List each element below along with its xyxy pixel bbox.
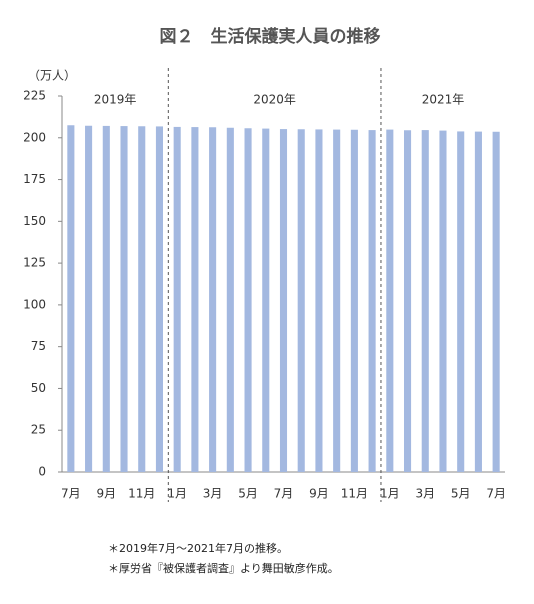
x-tick-label: 1月 (380, 487, 400, 501)
note: ＊厚労省『被保護者調査』より舞田敏彦作成。 (108, 561, 339, 575)
bar (155, 126, 164, 473)
bar (315, 129, 323, 472)
y-tick-label: 175 (23, 172, 46, 186)
chart-title: 図２ 生活保護実人員の推移 (160, 26, 381, 47)
x-tick-label: 1月 (167, 487, 187, 501)
x-tick-label: 11月 (341, 487, 368, 501)
bar (85, 125, 93, 472)
bar (492, 131, 500, 472)
y-tick-label: 100 (23, 297, 46, 311)
bar (244, 128, 252, 472)
bar (120, 126, 128, 472)
y-tick-label: 125 (23, 256, 46, 270)
x-tick-label: 11月 (128, 487, 155, 501)
bar (457, 131, 465, 472)
bar (368, 130, 376, 472)
x-tick-label: 7月 (486, 487, 506, 501)
year-label: 2021年 (422, 93, 465, 107)
bar (333, 129, 341, 472)
x-tick-label: 5月 (451, 487, 471, 501)
x-tick-label: 9月 (309, 487, 329, 501)
bar (262, 128, 270, 472)
x-tick-label: 9月 (96, 487, 116, 501)
bar (279, 129, 288, 472)
bar (209, 127, 217, 472)
y-tick-label: 25 (31, 423, 46, 437)
x-tick-label: 7月 (274, 487, 294, 501)
bar (173, 126, 181, 472)
x-tick-label: 7月 (61, 487, 81, 501)
note: ＊2019年7月～2021年7月の推移。 (108, 541, 288, 555)
bar (350, 129, 358, 472)
bar (421, 130, 429, 472)
bar (138, 126, 146, 473)
y-tick-label: 225 (23, 89, 46, 103)
bar (474, 131, 482, 472)
bar (102, 125, 110, 472)
bar (386, 129, 394, 472)
bar (191, 127, 199, 472)
bar (226, 127, 234, 473)
y-tick-label: 50 (31, 381, 46, 395)
year-label: 2020年 (253, 93, 296, 107)
year-label: 2019年 (94, 93, 137, 107)
bar (297, 129, 305, 472)
bar (403, 130, 412, 472)
x-tick-label: 5月 (238, 487, 258, 501)
x-tick-label: 3月 (415, 487, 435, 501)
y-tick-label: 0 (38, 465, 46, 479)
y-tick-label: 150 (23, 214, 46, 228)
bar (439, 130, 447, 473)
y-tick-label: 200 (23, 130, 46, 144)
bar (67, 125, 75, 472)
x-tick-label: 3月 (203, 487, 223, 501)
y-tick-label: 75 (31, 339, 46, 353)
y-unit: （万人） (28, 69, 76, 83)
